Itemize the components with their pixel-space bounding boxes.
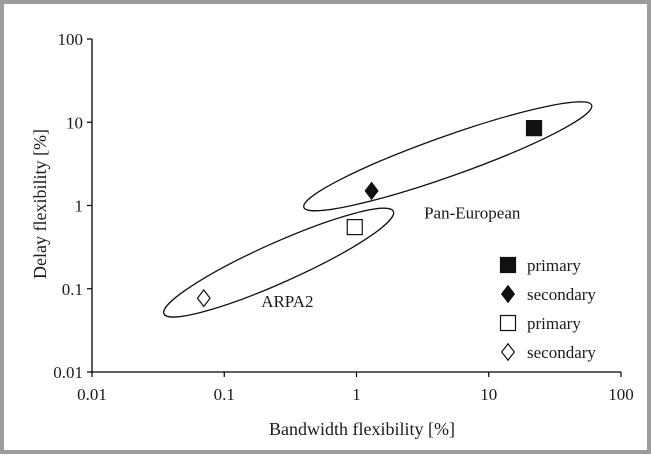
legend-marker-diamond-open [500,342,516,362]
y-axis-label: Delay flexibility [%] [30,129,50,279]
x-tick-label: 1 [352,385,361,404]
data-point-diamond-open [196,288,211,308]
group-ellipse-arpa2 [163,207,395,318]
plot-area: 0.01 0.1 1 10 100 0.01 0.1 1 10 100 [53,30,634,404]
y-tick-label: 0.01 [53,363,83,382]
annotation-pan-european: Pan-European [424,203,521,222]
y-tick-label: 100 [58,30,84,49]
y-tick-label: 0.1 [62,280,83,299]
data-point-square-open [346,219,363,236]
y-tick-label: 10 [66,113,83,132]
x-tick-label: 0.01 [77,385,107,404]
legend-marker-diamond-filled [500,284,516,304]
group-ellipses [163,101,593,318]
group-ellipse-pan-european [303,101,593,212]
legend-label: primary [527,314,581,333]
annotations: Pan-European ARPA2 [261,203,521,311]
legend-label: secondary [527,343,596,362]
data-points [196,120,543,308]
legend: primary secondary primary secondary [499,256,596,362]
legend-label: primary [527,256,581,275]
y-tick-label: 1 [75,197,84,216]
x-axis-label: Bandwidth flexibility [%] [269,419,455,439]
legend-marker-square-open [499,314,517,332]
x-tick-label: 100 [608,385,634,404]
x-tick-label: 10 [480,385,497,404]
data-point-square-filled [525,120,543,137]
x-tick-label: 0.1 [214,385,235,404]
scatter-chart: 0.01 0.1 1 10 100 0.01 0.1 1 10 100 Pan-European A… [30,30,634,439]
data-point-diamond-filled [364,181,379,201]
legend-marker-square-filled [499,256,517,274]
legend-label: secondary [527,285,596,304]
annotation-arpa2: ARPA2 [261,292,313,311]
